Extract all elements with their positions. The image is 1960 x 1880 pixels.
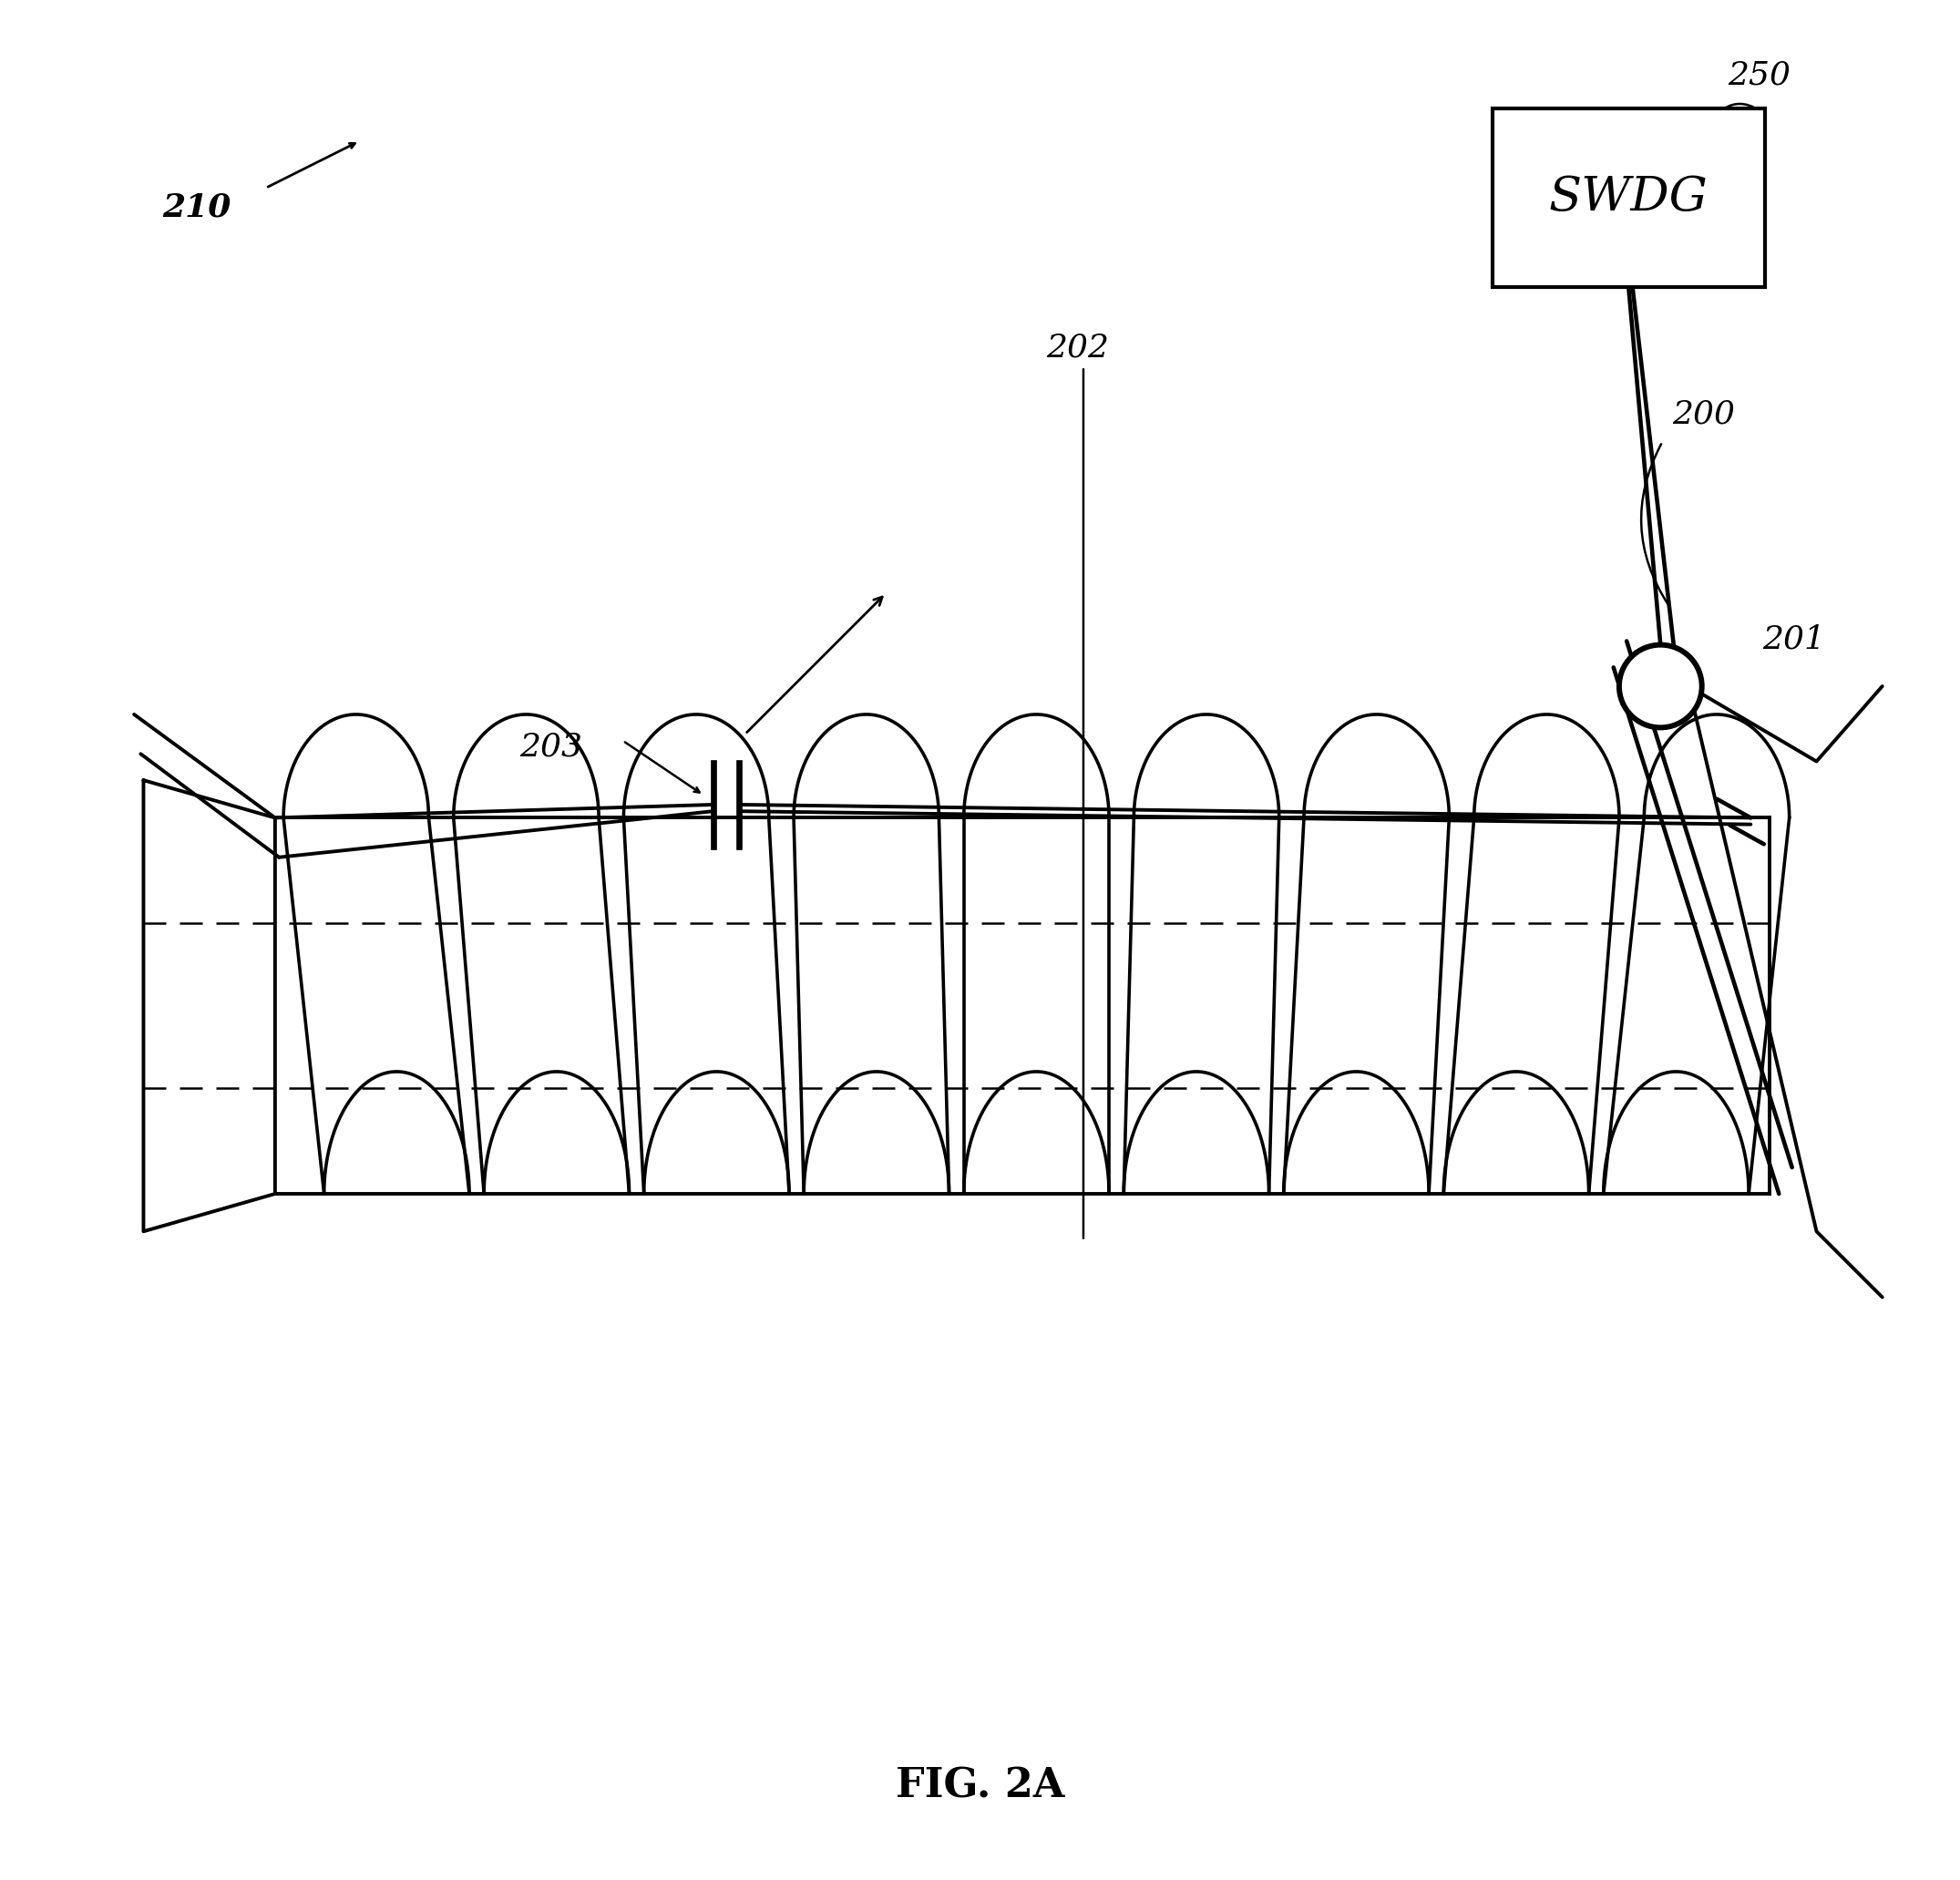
Text: 250: 250 <box>1729 60 1791 90</box>
Text: 202: 202 <box>1047 333 1109 363</box>
Text: 210: 210 <box>163 192 231 222</box>
Text: SWDG: SWDG <box>1548 175 1709 220</box>
Text: FIG. 2A: FIG. 2A <box>896 1767 1064 1805</box>
Circle shape <box>1619 645 1701 728</box>
Bar <box>1492 109 1764 288</box>
Text: 200: 200 <box>1672 399 1735 429</box>
Text: 203: 203 <box>519 731 582 761</box>
Text: 201: 201 <box>1762 624 1825 654</box>
